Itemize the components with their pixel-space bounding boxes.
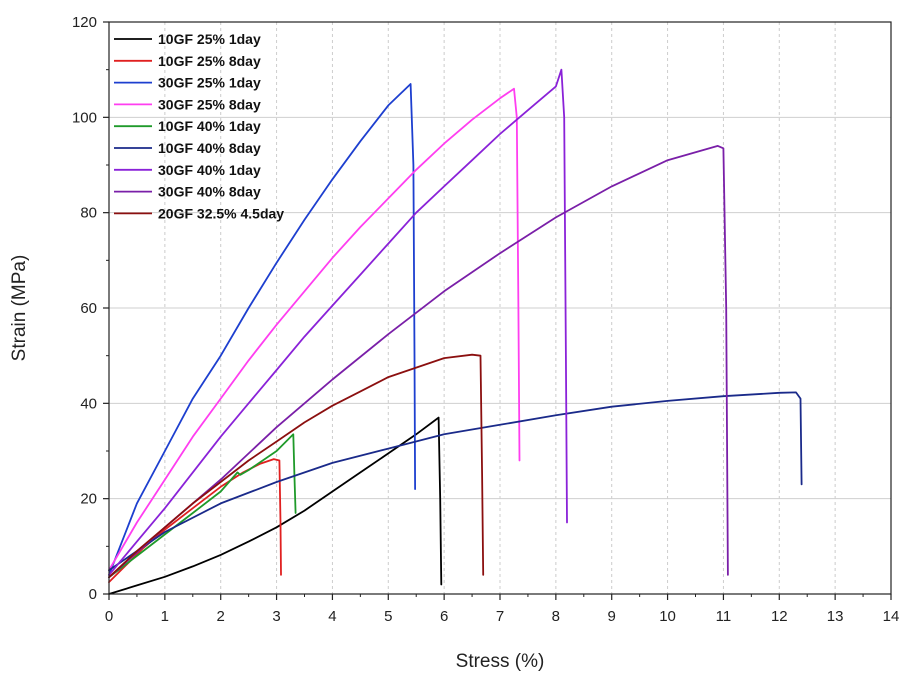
x-tick-label: 6 <box>440 608 448 625</box>
x-tick-label: 7 <box>496 608 504 625</box>
x-tick-label: 9 <box>608 608 616 625</box>
series-line <box>108 144 729 579</box>
y-tick-label: 120 <box>72 14 97 31</box>
legend-label: 10GF 40% 1day <box>158 118 261 134</box>
y-tick-label: 40 <box>80 395 97 412</box>
y-tick-label: 60 <box>80 300 97 317</box>
legend-label: 30GF 40% 1day <box>158 162 261 178</box>
x-tick-label: 12 <box>771 608 788 625</box>
series-line <box>108 416 443 595</box>
legend-label: 20GF 32.5% 4.5day <box>158 205 284 221</box>
x-tick-label: 14 <box>883 608 900 625</box>
x-tick-label: 10 <box>659 608 676 625</box>
series-line <box>108 391 803 572</box>
y-tick-label: 20 <box>80 491 97 508</box>
series-line <box>108 353 485 579</box>
legend-label: 30GF 25% 1day <box>158 75 261 91</box>
grid-lines <box>109 22 891 594</box>
x-tick-label: 2 <box>217 608 225 625</box>
series-line <box>108 83 417 576</box>
series-lines <box>108 68 803 595</box>
x-tick-label: 11 <box>716 608 732 625</box>
legend-label: 10GF 25% 8day <box>158 53 261 69</box>
legend-label: 30GF 40% 8day <box>158 184 261 200</box>
series-line <box>108 87 521 572</box>
x-tick-label: 8 <box>552 608 560 625</box>
y-axis-title: Strain (MPa) <box>9 255 30 362</box>
x-axis-title: Stress (%) <box>456 651 545 672</box>
legend-label: 30GF 25% 8day <box>158 96 261 112</box>
legend: 10GF 25% 1day 10GF 25% 8day 30GF 25% 1day 3… <box>114 31 284 221</box>
legend-label: 10GF 40% 8day <box>158 140 261 156</box>
y-tick-label: 100 <box>72 109 97 126</box>
y-tick-label: 0 <box>89 586 97 603</box>
series-line <box>108 433 297 579</box>
series-line <box>108 68 568 576</box>
x-tick-label: 1 <box>161 608 169 625</box>
x-tick-label: 5 <box>384 608 392 625</box>
x-tick-label: 13 <box>827 608 844 625</box>
x-tick-label: 0 <box>105 608 113 625</box>
y-tick-label: 80 <box>80 205 97 222</box>
x-tick-label: 4 <box>328 608 336 625</box>
legend-label: 10GF 25% 1day <box>158 31 261 47</box>
x-tick-label: 3 <box>272 608 280 625</box>
